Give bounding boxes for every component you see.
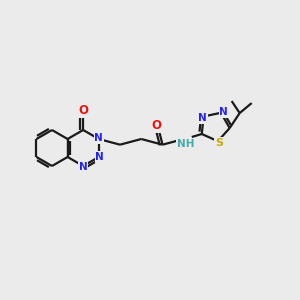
Text: N: N	[95, 152, 104, 162]
Text: N: N	[94, 133, 103, 143]
Text: NH: NH	[177, 139, 194, 149]
Text: S: S	[215, 138, 223, 148]
Text: N: N	[198, 113, 207, 124]
Text: N: N	[220, 107, 228, 117]
Text: N: N	[79, 162, 88, 172]
Text: O: O	[152, 119, 161, 132]
Text: O: O	[78, 104, 88, 118]
